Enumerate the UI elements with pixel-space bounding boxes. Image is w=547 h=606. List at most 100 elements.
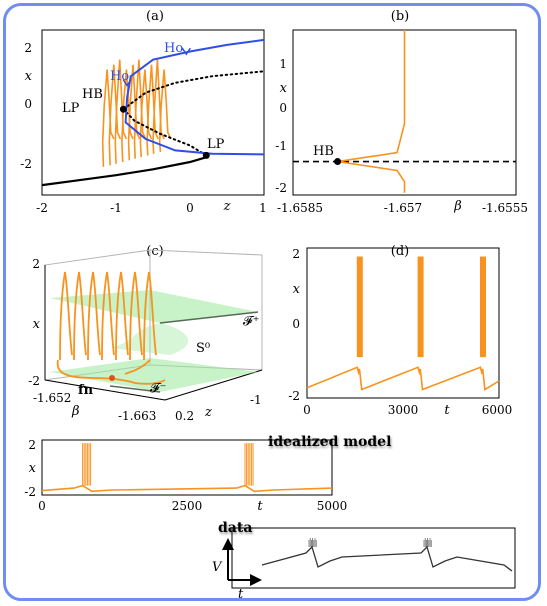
c-xlabel: z <box>204 405 212 420</box>
b-ytick-m1: -1 <box>275 139 287 153</box>
c-label-s0: S⁰ <box>196 341 210 356</box>
c-ytick-2: 2 <box>32 257 40 271</box>
a-ytick-m2: -2 <box>20 157 32 171</box>
panel-c-label: (c) <box>146 244 163 259</box>
c-surface-s0 <box>110 323 189 355</box>
e-xtick-0: 0 <box>38 499 46 513</box>
a-series-3 <box>126 38 265 98</box>
c-return-segment <box>124 359 151 375</box>
panel-a-label: (a) <box>146 9 164 24</box>
a-spike-trajectory <box>114 59 128 164</box>
panel-a-axes <box>41 29 265 196</box>
a-xtick-m1: -1 <box>110 201 122 215</box>
a-xtick-1: 1 <box>259 201 267 215</box>
a-spike-trajectory <box>133 59 147 159</box>
f-ylabel: V <box>212 560 223 575</box>
c-spike <box>73 271 87 361</box>
c-surface-fplus <box>50 290 258 323</box>
b-xtick-2: -1.657 <box>384 201 422 215</box>
panel-d-label: (d) <box>391 244 409 259</box>
panel-b-marks <box>293 30 516 193</box>
a-hb-point <box>119 105 127 113</box>
a-spike-trajectory <box>121 69 134 163</box>
c-ytick-m2: -2 <box>28 374 40 388</box>
b-series-2 <box>337 160 406 193</box>
b-hb-point <box>334 158 342 166</box>
e-xlabel: t <box>257 499 263 514</box>
panel-b-label: (b) <box>391 9 409 24</box>
d-xtick-6000: 6000 <box>482 403 513 417</box>
b-xtick-1: -1.6585 <box>277 201 323 215</box>
c-fn-point <box>109 375 115 381</box>
e-ylabel: x <box>29 461 37 476</box>
c-spike <box>59 271 73 361</box>
a-xlabel: z <box>223 199 231 214</box>
c-btick-2: -1.663 <box>118 409 156 423</box>
figure-frame <box>3 3 541 601</box>
a-ho-marker-right <box>181 47 191 56</box>
e-title: idealized model <box>268 434 391 450</box>
panel-a: (a) 2 0 -2 x -2 -1 0 1 z HB LP LP Ho Ho <box>20 9 267 215</box>
c-ztick-1: 0.2 <box>175 409 194 423</box>
a-annot-lp-right: LP <box>207 137 225 152</box>
f-axes <box>231 527 516 589</box>
a-ytick-2: 2 <box>24 41 32 55</box>
panel-c-marks <box>44 249 263 401</box>
c-ztick-2: -1 <box>250 393 262 407</box>
c-spike <box>101 271 115 361</box>
panel-idealized: idealized model 2 x -2 0 2500 5000 t <box>24 434 391 514</box>
panel-d: (d) 2 0 -2 x 0 3000 6000 t <box>288 244 512 418</box>
f-t-arrow-head <box>250 574 262 586</box>
e-axes <box>41 439 333 496</box>
d-xtick-3000: 3000 <box>388 403 419 417</box>
e-ytick-m2: -2 <box>24 485 36 499</box>
b-ytick-1: 1 <box>279 57 287 71</box>
f-xlabel: t <box>238 587 244 602</box>
e-trace <box>41 484 333 493</box>
c-slow-segment <box>56 359 166 385</box>
e-ytick-2: 2 <box>28 438 36 452</box>
d-ytick-0: 0 <box>292 317 300 331</box>
a-ylabel: x <box>25 69 33 84</box>
a-spike-trajectory <box>108 64 122 166</box>
b-xtick-3: -1.6555 <box>482 201 528 215</box>
panel-data: data V t <box>212 520 516 602</box>
a-series-4 <box>124 97 265 156</box>
a-annot-hb: HB <box>82 87 103 102</box>
d-ytick-2: 2 <box>292 247 300 261</box>
c-fold-upper <box>159 311 259 324</box>
b-ytick-0: 0 <box>279 101 287 115</box>
a-xtick-0: 0 <box>186 201 194 215</box>
a-lp-point <box>202 151 210 159</box>
d-burst <box>480 256 486 358</box>
a-spike-trajectory <box>158 69 172 153</box>
d-ytick-m2: -2 <box>288 389 300 403</box>
a-ytick-0: 0 <box>24 97 32 111</box>
b-series-1 <box>337 30 406 163</box>
a-ho-marker-left <box>122 79 132 87</box>
a-series-0 <box>41 154 208 187</box>
a-spike-trajectory <box>152 59 165 154</box>
b-xlabel: β <box>453 199 462 214</box>
f-trace <box>261 545 513 572</box>
f-marks <box>261 538 513 572</box>
c-spike <box>115 271 129 361</box>
c-ylabel: x <box>33 317 41 332</box>
a-annot-lp-left: LP <box>62 101 80 116</box>
panel-c: (c) 2 x -2 -1.652 -1.663 β 0.2 -1 z 𝓕⁺ S… <box>28 244 263 423</box>
a-xtick-m2: -2 <box>36 201 48 215</box>
c-surface-fminus <box>50 358 258 392</box>
c-beta-label: β <box>71 404 80 419</box>
c-fold-lower <box>109 385 161 393</box>
a-annot-ho-left: Ho <box>110 69 129 84</box>
c-btick-1: -1.652 <box>33 391 71 405</box>
c-spike <box>129 271 143 361</box>
d-trace <box>306 366 500 391</box>
c-label-fminus: 𝓕⁻ <box>150 381 166 396</box>
b-ylabel: x <box>280 81 288 96</box>
d-burst <box>356 256 363 358</box>
c-floor-axes <box>44 369 263 401</box>
d-ylabel: x <box>293 282 301 297</box>
f-v-arrow-head <box>222 538 234 550</box>
